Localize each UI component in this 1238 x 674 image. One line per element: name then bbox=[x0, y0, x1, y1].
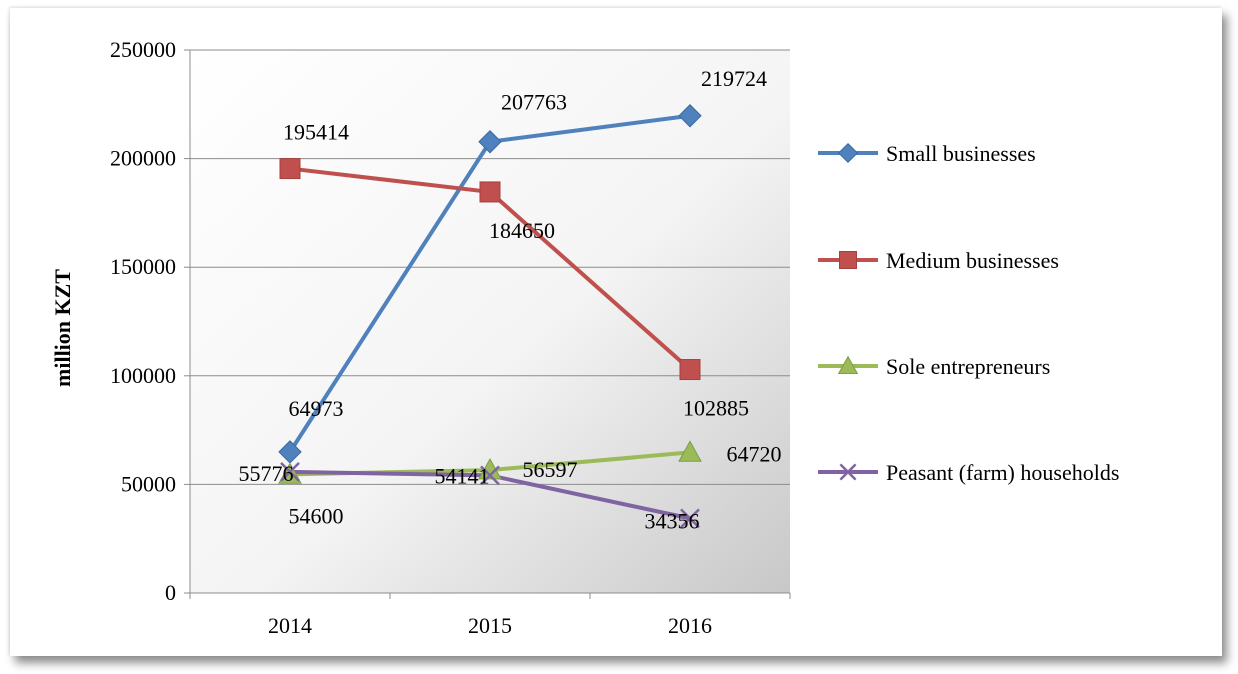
data-label: 184650 bbox=[489, 218, 555, 243]
axes bbox=[189, 50, 790, 594]
marker-diamond bbox=[678, 104, 702, 128]
legend: Small businesses Medium businesses Sole en… bbox=[818, 141, 1119, 485]
data-label: 219724 bbox=[701, 66, 767, 91]
data-label: 56597 bbox=[523, 457, 578, 482]
legend-label: Sole entrepreneurs bbox=[886, 354, 1050, 379]
marker-x bbox=[839, 463, 857, 481]
marker-square bbox=[839, 251, 857, 269]
y-axis-ticks: 0 50000 100000 150000 200000 250000 bbox=[110, 37, 190, 605]
data-label: 195414 bbox=[283, 120, 349, 145]
y-tick-label: 200000 bbox=[110, 146, 176, 171]
series-markers bbox=[278, 104, 702, 529]
y-tick-label: 250000 bbox=[110, 37, 176, 62]
x-tick-label: 2014 bbox=[268, 613, 312, 638]
marker-diamond bbox=[478, 130, 502, 154]
data-label: 34356 bbox=[645, 508, 700, 533]
marker-square bbox=[679, 359, 701, 381]
data-label: 55776 bbox=[239, 461, 294, 486]
marker-x bbox=[480, 465, 500, 486]
marker-square bbox=[479, 181, 501, 203]
legend-label: Peasant (farm) households bbox=[886, 460, 1119, 485]
y-tick-label: 150000 bbox=[110, 254, 176, 279]
data-label: 207763 bbox=[501, 90, 567, 115]
legend-label: Medium businesses bbox=[886, 248, 1059, 273]
y-tick-label: 50000 bbox=[121, 471, 176, 496]
data-label: 64973 bbox=[289, 396, 344, 421]
legend-label: Small businesses bbox=[886, 141, 1036, 166]
marker-triangle bbox=[837, 355, 859, 374]
data-label: 54600 bbox=[289, 503, 344, 528]
marker-x bbox=[680, 508, 700, 529]
y-tick-label: 100000 bbox=[110, 363, 176, 388]
data-label: 64720 bbox=[727, 441, 782, 466]
y-tick-label: 0 bbox=[165, 580, 176, 605]
x-tick-label: 2016 bbox=[668, 613, 712, 638]
data-label: 54141 bbox=[435, 463, 490, 488]
marker-square bbox=[279, 158, 301, 180]
x-tick-label: 2015 bbox=[468, 613, 512, 638]
marker-x bbox=[280, 461, 300, 482]
y-axis-title: million KZT bbox=[50, 269, 75, 387]
data-labels: 64973 207763 219724 195414 184650 102885 54600… bbox=[239, 66, 782, 534]
data-label: 102885 bbox=[683, 396, 749, 421]
x-axis-ticks: 2014 2015 2016 bbox=[189, 593, 791, 638]
marker-diamond bbox=[837, 142, 859, 164]
chart-frame: 0 50000 100000 150000 200000 250000 2014 2015 2… bbox=[10, 8, 1222, 656]
marker-triangle bbox=[678, 440, 702, 462]
